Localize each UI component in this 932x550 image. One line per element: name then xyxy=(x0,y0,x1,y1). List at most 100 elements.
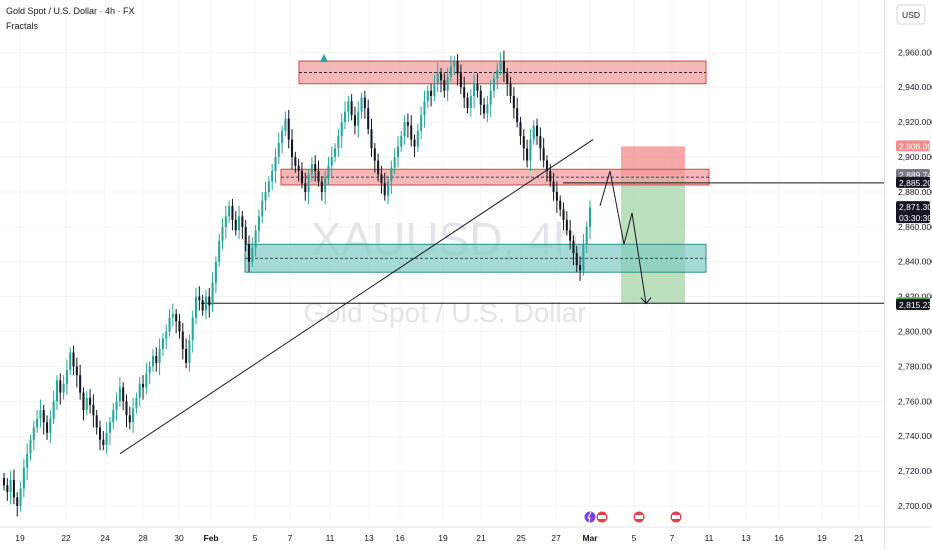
candle-body xyxy=(142,383,145,388)
candle xyxy=(261,191,264,224)
candle xyxy=(536,118,539,145)
candle xyxy=(165,324,168,349)
price-label-text: 2,815.23 xyxy=(899,300,932,310)
indicator-label: Fractals xyxy=(6,21,39,31)
price-label[interactable]: 2,885.20 xyxy=(896,176,932,188)
drawings[interactable] xyxy=(119,139,884,455)
candle-body xyxy=(449,66,452,77)
candle-body xyxy=(59,380,62,393)
candle-body xyxy=(72,352,75,367)
candle-body xyxy=(436,73,439,84)
candle xyxy=(347,95,350,123)
candle-body xyxy=(98,427,102,440)
candle xyxy=(9,471,12,505)
candle xyxy=(327,157,330,185)
candle-body xyxy=(151,355,155,367)
trendline[interactable] xyxy=(119,139,594,455)
candle xyxy=(294,151,297,173)
projection-line[interactable] xyxy=(599,170,647,304)
candle-body xyxy=(433,83,436,96)
candle-body xyxy=(281,130,284,144)
event-markers[interactable] xyxy=(583,510,683,524)
candle-body xyxy=(251,247,254,262)
candle-body xyxy=(343,111,347,123)
candle-body xyxy=(396,146,400,158)
candle xyxy=(297,158,300,182)
candle-body xyxy=(317,171,320,182)
candle-body xyxy=(383,183,386,196)
candle-body xyxy=(2,478,6,486)
candle-body xyxy=(102,439,105,445)
candle-body xyxy=(244,226,247,245)
candle xyxy=(122,382,125,411)
candle-body xyxy=(582,244,585,271)
candle-body xyxy=(6,485,9,493)
candle xyxy=(456,54,459,86)
candle xyxy=(22,458,25,498)
candle-body xyxy=(539,136,542,149)
candle-body xyxy=(208,296,211,306)
candle xyxy=(118,376,121,407)
candle xyxy=(453,55,456,76)
candle xyxy=(357,101,360,138)
candle xyxy=(532,120,535,145)
candle-body xyxy=(194,296,198,318)
candle-body xyxy=(565,219,568,231)
projected-path[interactable] xyxy=(599,170,652,305)
us-flag-icon[interactable] xyxy=(669,510,683,524)
x-tick-label: 16 xyxy=(395,533,405,543)
price-axis[interactable]: 2,700.000 2,720.000 2,740.000 2,760.000 2,78… xyxy=(884,0,932,550)
candle xyxy=(377,153,380,182)
candle xyxy=(241,211,244,240)
candle xyxy=(420,106,423,140)
candle xyxy=(194,287,198,325)
y-tick-label: 2,940.000 xyxy=(898,82,932,92)
candle xyxy=(433,75,436,102)
candle-body xyxy=(459,73,462,88)
candle xyxy=(300,162,303,189)
candle xyxy=(234,211,237,236)
candle xyxy=(16,492,19,517)
candle-body xyxy=(516,108,519,123)
candle xyxy=(132,397,135,433)
candle xyxy=(436,62,439,93)
candle-body xyxy=(181,331,184,349)
candle-body xyxy=(79,375,82,393)
us-flag-icon[interactable] xyxy=(632,510,646,524)
candle-body xyxy=(423,101,426,116)
lightning-icon[interactable] xyxy=(583,510,597,524)
price-label[interactable]: 2,815.23 xyxy=(896,298,932,310)
take-profit-zone[interactable] xyxy=(621,174,685,304)
candle-body xyxy=(552,181,555,192)
candle xyxy=(98,420,102,451)
candle xyxy=(582,233,585,276)
candle xyxy=(430,83,433,107)
candle xyxy=(406,113,409,138)
candle xyxy=(522,129,525,161)
candle-body xyxy=(29,439,32,454)
candle xyxy=(36,410,39,433)
candle xyxy=(575,246,578,273)
candle-body xyxy=(22,467,25,489)
candle xyxy=(211,272,214,313)
candle xyxy=(181,322,184,360)
us-flag-icon[interactable] xyxy=(595,510,609,524)
x-tick-label: Mar xyxy=(582,533,598,543)
candle xyxy=(92,394,95,428)
watermark-name: Gold Spot / U.S. Dollar xyxy=(303,297,586,328)
price-label[interactable]: 2,906.09 xyxy=(896,140,932,152)
candle-body xyxy=(32,427,35,440)
candle xyxy=(320,176,323,201)
currency-button[interactable]: USD xyxy=(896,4,926,25)
candle xyxy=(204,289,207,320)
candle xyxy=(69,347,72,376)
candle xyxy=(79,364,82,400)
time-axis[interactable]: 19 22 24 28 30 Feb 5 7 11 13 16 19 21 25 27 Mar 5 7 11 13 16… xyxy=(0,526,932,543)
candle-body xyxy=(387,181,390,196)
candle-body xyxy=(46,422,49,433)
candle-body xyxy=(304,183,307,192)
x-tick-label: 16 xyxy=(774,533,784,543)
candle xyxy=(555,181,558,213)
